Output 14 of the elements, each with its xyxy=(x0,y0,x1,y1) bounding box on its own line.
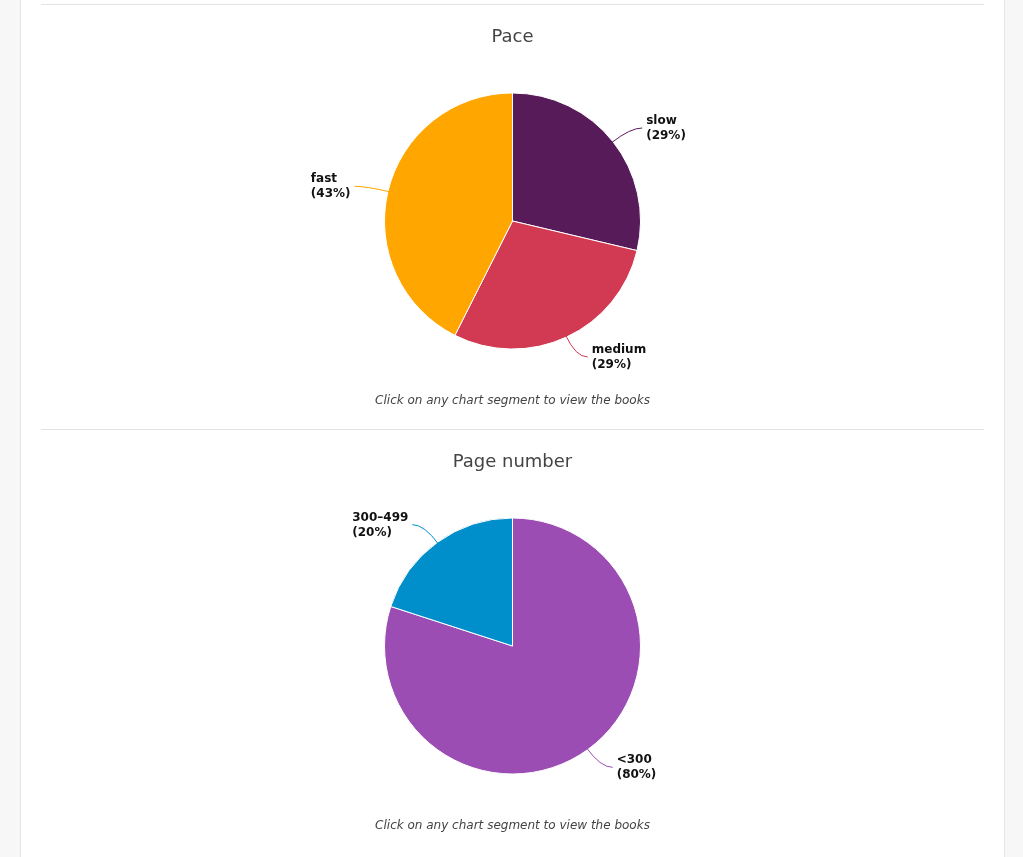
slice-label: slow xyxy=(646,113,677,128)
text: Click on any chart segment to view the books xyxy=(374,393,651,407)
text: Click on any chart segment to view the books xyxy=(374,818,651,832)
slice-label: medium xyxy=(591,342,647,357)
data-label: (80%) xyxy=(616,767,657,782)
data-label: (29%) xyxy=(591,357,632,372)
slice-label: fast xyxy=(310,171,338,186)
slice-label: <300 xyxy=(616,752,652,767)
data-label: (29%) xyxy=(646,128,686,143)
chart-title: Pace xyxy=(490,25,535,47)
slice-label: 300–499 xyxy=(352,509,409,524)
data-label: (20%) xyxy=(352,524,392,539)
chart-title: Page number xyxy=(451,450,574,472)
data-label: (43%) xyxy=(310,186,351,201)
